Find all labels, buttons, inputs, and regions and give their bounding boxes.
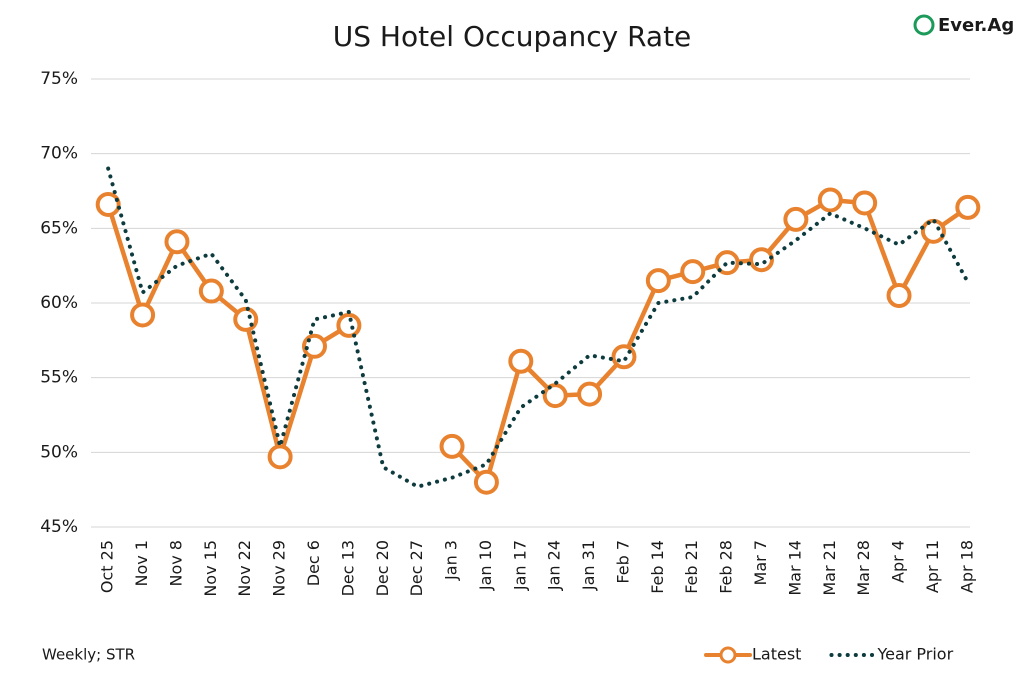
legend-marker bbox=[719, 646, 737, 664]
x-tick-label: Feb 28 bbox=[717, 540, 736, 594]
marker bbox=[336, 312, 362, 338]
y-tick-label: 75% bbox=[40, 69, 78, 89]
marker bbox=[749, 247, 774, 273]
x-tick-label: Dec 13 bbox=[338, 540, 357, 596]
x-tick-label: Nov 1 bbox=[132, 540, 151, 587]
x-tick-label: Jan 24 bbox=[545, 540, 564, 591]
x-tick-label: Nov 15 bbox=[201, 540, 220, 597]
y-tick-label: 65% bbox=[40, 218, 78, 238]
marker bbox=[955, 194, 981, 220]
x-tick-label: Feb 14 bbox=[648, 540, 667, 594]
marker bbox=[920, 218, 946, 244]
legend-label: Latest bbox=[752, 645, 801, 664]
marker bbox=[852, 190, 878, 216]
x-tick-label: Feb 21 bbox=[682, 540, 701, 594]
y-tick-label: 55% bbox=[40, 368, 78, 388]
x-tick-label: Nov 29 bbox=[270, 540, 289, 597]
logo-text: Ever.Ag bbox=[938, 15, 1014, 36]
x-tick-label: Mar 21 bbox=[820, 540, 839, 596]
marker bbox=[577, 381, 603, 407]
marker bbox=[783, 206, 809, 232]
marker bbox=[714, 250, 740, 276]
logo-icon bbox=[913, 14, 935, 36]
x-tick-label: Apr 18 bbox=[957, 540, 976, 593]
chart-title: US Hotel Occupancy Rate bbox=[333, 20, 692, 53]
marker bbox=[645, 268, 671, 294]
x-tick-label: Mar 7 bbox=[751, 540, 770, 585]
marker bbox=[680, 259, 706, 285]
marker bbox=[817, 187, 843, 213]
legend-label: Year Prior bbox=[876, 645, 953, 664]
x-tick-label: Apr 4 bbox=[889, 540, 908, 583]
x-tick-label: Feb 7 bbox=[613, 540, 632, 584]
x-tick-label: Apr 11 bbox=[923, 540, 942, 593]
x-tick-label: Jan 17 bbox=[510, 540, 529, 591]
marker bbox=[164, 229, 190, 255]
logo: Ever.Ag bbox=[913, 14, 1014, 36]
x-tick-label: Mar 14 bbox=[785, 540, 804, 596]
marker bbox=[233, 306, 259, 332]
note: Weekly; STR bbox=[42, 646, 135, 664]
series-line bbox=[105, 197, 971, 485]
y-tick-label: 70% bbox=[40, 144, 78, 164]
x-tick-label: Oct 25 bbox=[98, 540, 117, 593]
marker bbox=[542, 383, 568, 409]
marker bbox=[130, 302, 156, 328]
y-tick-label: 60% bbox=[40, 293, 78, 313]
marker bbox=[611, 344, 637, 370]
x-tick-label: Nov 8 bbox=[166, 540, 185, 587]
marker bbox=[95, 191, 121, 217]
marker bbox=[886, 283, 912, 309]
x-tick-label: Dec 6 bbox=[304, 540, 323, 586]
y-tick-label: 50% bbox=[40, 442, 78, 462]
marker bbox=[198, 278, 224, 304]
x-tick-label: Dec 27 bbox=[407, 540, 426, 596]
marker bbox=[267, 444, 293, 470]
series-line bbox=[106, 166, 970, 489]
x-tick-label: Jan 10 bbox=[476, 540, 495, 591]
marker bbox=[473, 469, 499, 495]
x-tick-label: Nov 22 bbox=[235, 540, 254, 597]
marker bbox=[439, 433, 465, 459]
x-tick-label: Mar 28 bbox=[854, 540, 873, 596]
y-tick-label: 45% bbox=[40, 517, 78, 537]
x-tick-label: Jan 3 bbox=[442, 540, 461, 581]
x-tick-label: Dec 20 bbox=[373, 540, 392, 596]
x-tick-label: Jan 31 bbox=[579, 540, 598, 591]
marker bbox=[508, 348, 534, 374]
